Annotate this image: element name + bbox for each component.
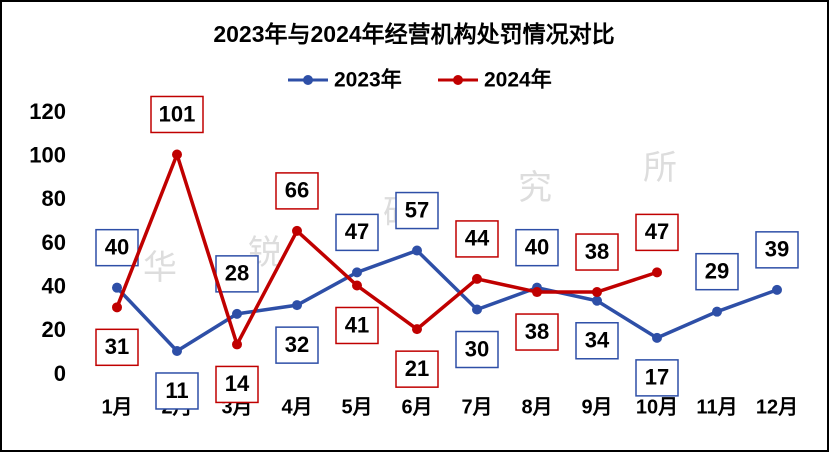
data-label-box [395,191,439,230]
data-label: 57 [405,197,429,222]
data-label-box [755,231,799,269]
x-tick-label: 4月 [281,396,312,418]
series-line [115,149,658,349]
x-tick-label: 10月 [636,396,678,418]
data-label: 29 [705,258,729,283]
marker [472,304,482,315]
data-label-box [215,365,259,404]
legend-label: 2023年 [334,68,402,92]
data-label: 17 [645,365,669,390]
marker [532,287,542,298]
marker [232,308,242,319]
watermark: 所 [643,149,677,187]
data-label-box [695,252,739,291]
x-tick-label: 11月 [696,396,737,418]
marker [412,245,422,256]
data-label-box [150,95,204,134]
data-label-box [275,172,319,210]
data-label-box [95,228,139,267]
data-label: 41 [345,312,369,337]
marker [292,225,302,236]
legend-marker [453,75,463,85]
x-tick-label: 12月 [756,396,798,418]
marker [412,324,422,335]
data-label: 32 [285,332,309,357]
y-tick-label: 60 [42,230,66,255]
series-line [115,248,778,354]
marker [352,267,362,278]
x-tick-label: 1月 [101,396,132,418]
data-label: 14 [225,371,250,396]
data-label: 38 [525,319,549,344]
y-tick-label: 0 [54,361,66,386]
data-label: 39 [765,237,789,262]
data-label: 40 [525,234,549,259]
marker [112,282,122,293]
data-label-box [455,220,499,258]
y-tick-label: 40 [42,273,66,298]
data-label-box [155,372,199,410]
data-label: 11 [165,378,188,403]
marker [172,345,182,356]
watermark: 究 [518,169,552,207]
watermark: 华 [143,249,177,287]
data-label-box [515,228,559,267]
data-label: 44 [465,226,490,251]
data-label-box [575,322,619,360]
y-tick-label: 20 [42,317,66,342]
data-label: 30 [465,336,489,361]
data-label: 31 [105,334,129,359]
data-label-box [335,306,379,345]
x-tick-label: 8月 [521,396,552,418]
data-label-box [635,213,679,252]
data-label-box [455,330,499,369]
data-label: 47 [345,219,369,244]
x-tick-label: 5月 [341,396,372,418]
x-tick-label: 6月 [401,396,432,418]
marker [172,149,182,160]
marker [292,300,302,311]
marker [112,302,122,313]
data-label: 38 [585,239,609,264]
marker [232,339,242,350]
y-tick-label: 120 [29,99,66,124]
data-label: 66 [285,178,309,203]
chart-title: 2023年与2024年经营机构处罚情况对比 [213,21,614,47]
marker [472,273,482,284]
marker [652,267,662,278]
data-label-box [515,313,559,351]
y-tick-label: 80 [42,186,66,211]
legend-label: 2024年 [484,68,552,92]
marker [352,280,362,291]
y-tick-label: 100 [29,142,66,167]
data-label-box [215,255,259,293]
data-label-box [395,350,439,388]
data-label-box [635,359,679,397]
x-tick-label: 9月 [581,396,612,418]
marker [772,284,782,295]
data-label-box [335,213,379,252]
legend-marker [303,75,313,85]
data-label: 40 [105,234,129,259]
data-label: 21 [405,356,429,381]
data-label: 101 [159,101,196,126]
data-label: 34 [585,328,610,353]
data-label-box [95,328,139,367]
marker [712,306,722,317]
data-label-box [575,233,619,271]
data-label: 28 [225,261,249,286]
data-label: 47 [645,219,669,244]
data-label-box [275,326,319,364]
x-tick-label: 7月 [461,396,492,418]
marker [652,332,662,343]
marker [592,287,602,298]
marker [592,295,602,306]
